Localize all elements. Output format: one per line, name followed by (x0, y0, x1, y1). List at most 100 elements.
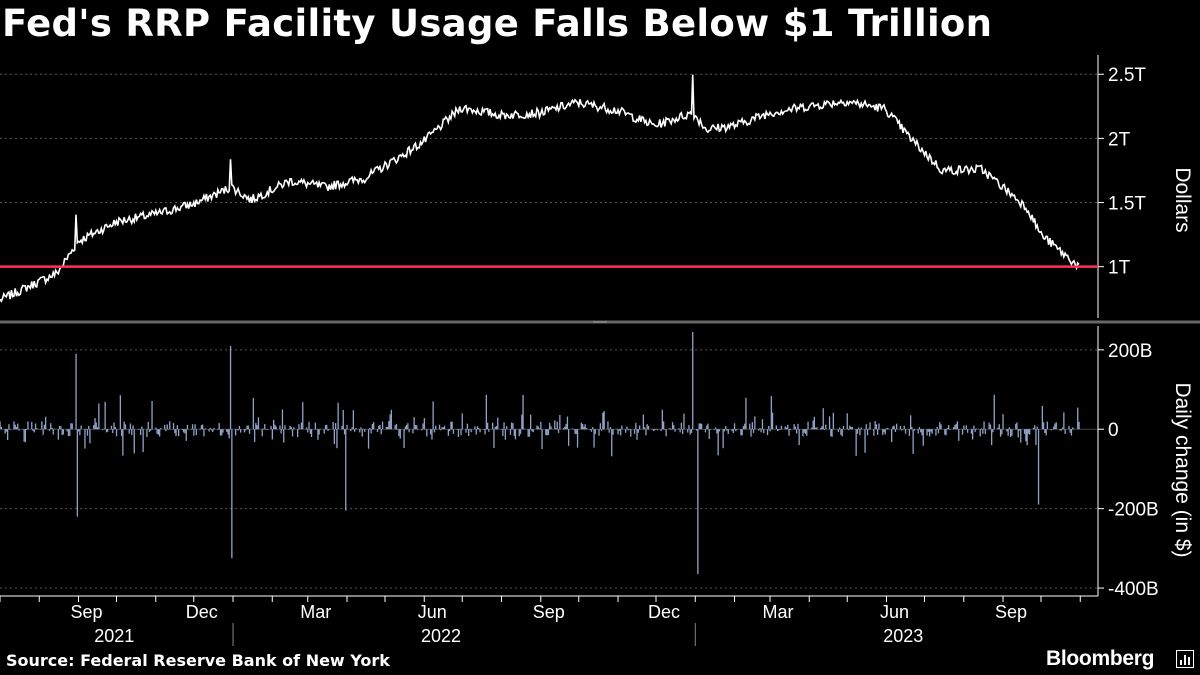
daily-change-bar (885, 428, 888, 430)
daily-change-bar (79, 429, 81, 436)
daily-change-bar (27, 421, 29, 430)
daily-change-bar (992, 429, 994, 433)
daily-change-bar (1001, 429, 1003, 435)
daily-change-bar (266, 429, 268, 430)
daily-change-bar (421, 429, 423, 431)
daily-change-bar (308, 421, 310, 430)
daily-change-bars (0, 332, 1080, 575)
daily-change-bar (868, 428, 870, 430)
daily-change-bar (288, 429, 290, 430)
daily-change-bar (1077, 407, 1079, 430)
daily-change-bar (42, 429, 44, 435)
daily-change-bar (512, 423, 514, 430)
daily-change-bar (860, 427, 862, 430)
daily-change-bar (351, 427, 353, 430)
daily-change-bar (1026, 429, 1028, 446)
daily-change-bar (564, 426, 566, 430)
daily-change-bar (904, 429, 907, 434)
x-year-label: 2023 (883, 626, 923, 646)
daily-change-bar (541, 429, 543, 449)
daily-change-bar (261, 429, 263, 437)
daily-change-bar (181, 429, 184, 430)
daily-change-bar (521, 414, 523, 430)
daily-change-bar (1053, 426, 1055, 430)
daily-change-bar (750, 429, 752, 437)
daily-change-bar (333, 429, 335, 444)
daily-change-bar (314, 422, 316, 430)
daily-change-bar (191, 424, 194, 430)
daily-change-bar (5, 429, 7, 432)
daily-change-bar (175, 429, 177, 437)
daily-change-bar (609, 427, 612, 430)
x-tick-label: Dec (186, 602, 218, 622)
daily-change-bar (141, 426, 143, 430)
daily-change-bar (655, 428, 657, 430)
daily-change-bar (76, 429, 78, 517)
daily-change-bar (815, 427, 817, 430)
daily-change-bar (280, 429, 282, 434)
daily-change-bar (673, 425, 675, 430)
daily-change-bar (878, 423, 880, 430)
daily-change-bar (797, 423, 799, 430)
daily-change-bar (15, 427, 18, 430)
daily-change-bar (86, 429, 89, 436)
daily-change-bar (1055, 422, 1057, 430)
daily-change-bar (200, 425, 203, 430)
daily-change-bar (555, 428, 557, 430)
daily-change-bar (112, 429, 114, 433)
daily-change-bar (1035, 429, 1037, 446)
daily-change-bar (281, 409, 284, 430)
daily-change-bar (33, 429, 35, 433)
daily-change-bar (67, 429, 70, 436)
daily-change-bar (590, 429, 593, 432)
daily-change-bar (412, 429, 414, 434)
daily-change-bar (949, 429, 951, 430)
daily-change-bar (194, 424, 196, 430)
daily-change-bar (612, 429, 614, 435)
daily-change-bar (540, 421, 542, 430)
daily-change-bar (426, 429, 428, 437)
daily-change-bar (310, 429, 313, 438)
daily-change-bar (1018, 429, 1021, 431)
daily-change-bar (7, 429, 9, 440)
daily-change-bar (1060, 429, 1062, 431)
daily-change-bar (103, 428, 105, 430)
daily-change-bar (484, 429, 486, 435)
daily-change-bar (227, 429, 229, 435)
daily-change-bar (203, 429, 205, 437)
daily-change-bar (823, 429, 826, 430)
x-tick-label: Jun (418, 602, 447, 622)
daily-change-bar (172, 423, 175, 430)
daily-change-bar (156, 429, 158, 434)
daily-change-bar (593, 429, 595, 448)
daily-change-bar (213, 427, 215, 430)
daily-change-bar (745, 397, 747, 430)
daily-change-bar (798, 429, 800, 445)
daily-change-bar (469, 429, 471, 430)
daily-change-bar (513, 429, 515, 437)
daily-change-bar (309, 429, 311, 434)
daily-change-bar (378, 426, 380, 430)
daily-change-bar (547, 429, 550, 435)
daily-change-bar (549, 422, 551, 430)
daily-change-bar (291, 429, 294, 437)
daily-change-bar (576, 429, 579, 448)
daily-change-bar (571, 428, 574, 430)
daily-change-bar (217, 429, 219, 430)
daily-change-bar (718, 429, 720, 432)
daily-change-bar (961, 429, 964, 435)
daily-change-bar (94, 418, 96, 430)
daily-change-bar (967, 429, 969, 433)
daily-change-bar (1073, 428, 1075, 430)
daily-change-bar (936, 427, 938, 430)
daily-change-bar (669, 427, 671, 430)
daily-change-bar (51, 427, 53, 430)
daily-change-bar (974, 429, 976, 432)
daily-change-bar (727, 429, 729, 435)
daily-change-bar (404, 426, 406, 430)
daily-change-bar (133, 429, 135, 454)
daily-change-bar (262, 428, 265, 430)
daily-change-bar (538, 428, 541, 430)
daily-change-bar (849, 425, 851, 430)
daily-change-bar (359, 429, 361, 433)
